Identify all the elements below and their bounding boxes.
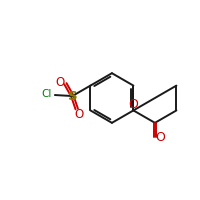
Text: S: S: [68, 90, 77, 103]
Text: O: O: [55, 76, 64, 89]
Text: O: O: [156, 131, 165, 144]
Text: Cl: Cl: [41, 89, 51, 99]
Text: O: O: [128, 98, 138, 111]
Text: O: O: [74, 108, 84, 121]
